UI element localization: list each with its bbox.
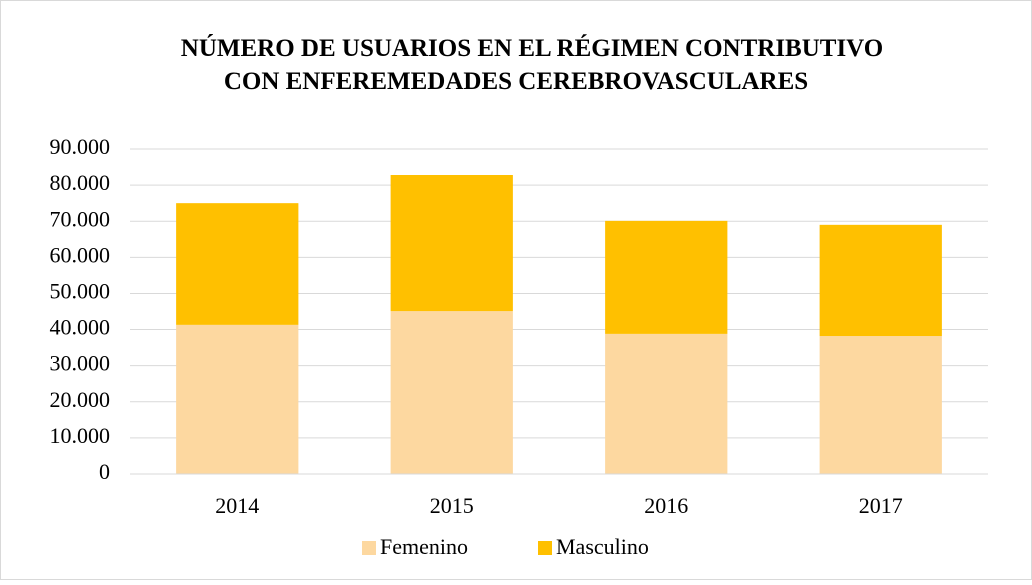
y-tick-label: 90.000: [50, 134, 111, 159]
y-tick-label: 20.000: [50, 387, 111, 412]
chart-title: CON ENFEREMEDADES CEREBROVASCULARES: [224, 68, 808, 95]
bar-segment: [390, 175, 513, 312]
legend-swatch: [538, 541, 552, 555]
bar-segment: [390, 311, 513, 474]
chart-title: NÚMERO DE USUARIOS EN EL RÉGIMEN CONTRIB…: [181, 34, 883, 62]
y-tick-label: 40.000: [50, 315, 111, 340]
legend-swatch: [362, 541, 376, 555]
bar-segment: [605, 333, 728, 474]
y-tick-label: 0: [99, 459, 110, 484]
y-tick-label: 50.000: [50, 278, 111, 303]
x-tick-label: 2015: [430, 493, 474, 518]
bar-segment: [176, 324, 299, 474]
y-tick-label: 10.000: [50, 423, 111, 448]
y-tick-label: 70.000: [50, 206, 111, 231]
x-tick-label: 2017: [859, 493, 903, 518]
bar-segment: [819, 224, 942, 337]
legend-label: Masculino: [556, 534, 649, 559]
bar-segment: [819, 336, 942, 474]
y-tick-label: 30.000: [50, 351, 111, 376]
y-tick-label: 60.000: [50, 242, 111, 267]
bar-segment: [176, 203, 299, 325]
x-tick-label: 2016: [644, 493, 688, 518]
x-tick-label: 2014: [215, 493, 259, 518]
bar-segment: [605, 220, 728, 334]
legend-label: Femenino: [380, 534, 468, 559]
y-tick-label: 80.000: [50, 170, 111, 195]
